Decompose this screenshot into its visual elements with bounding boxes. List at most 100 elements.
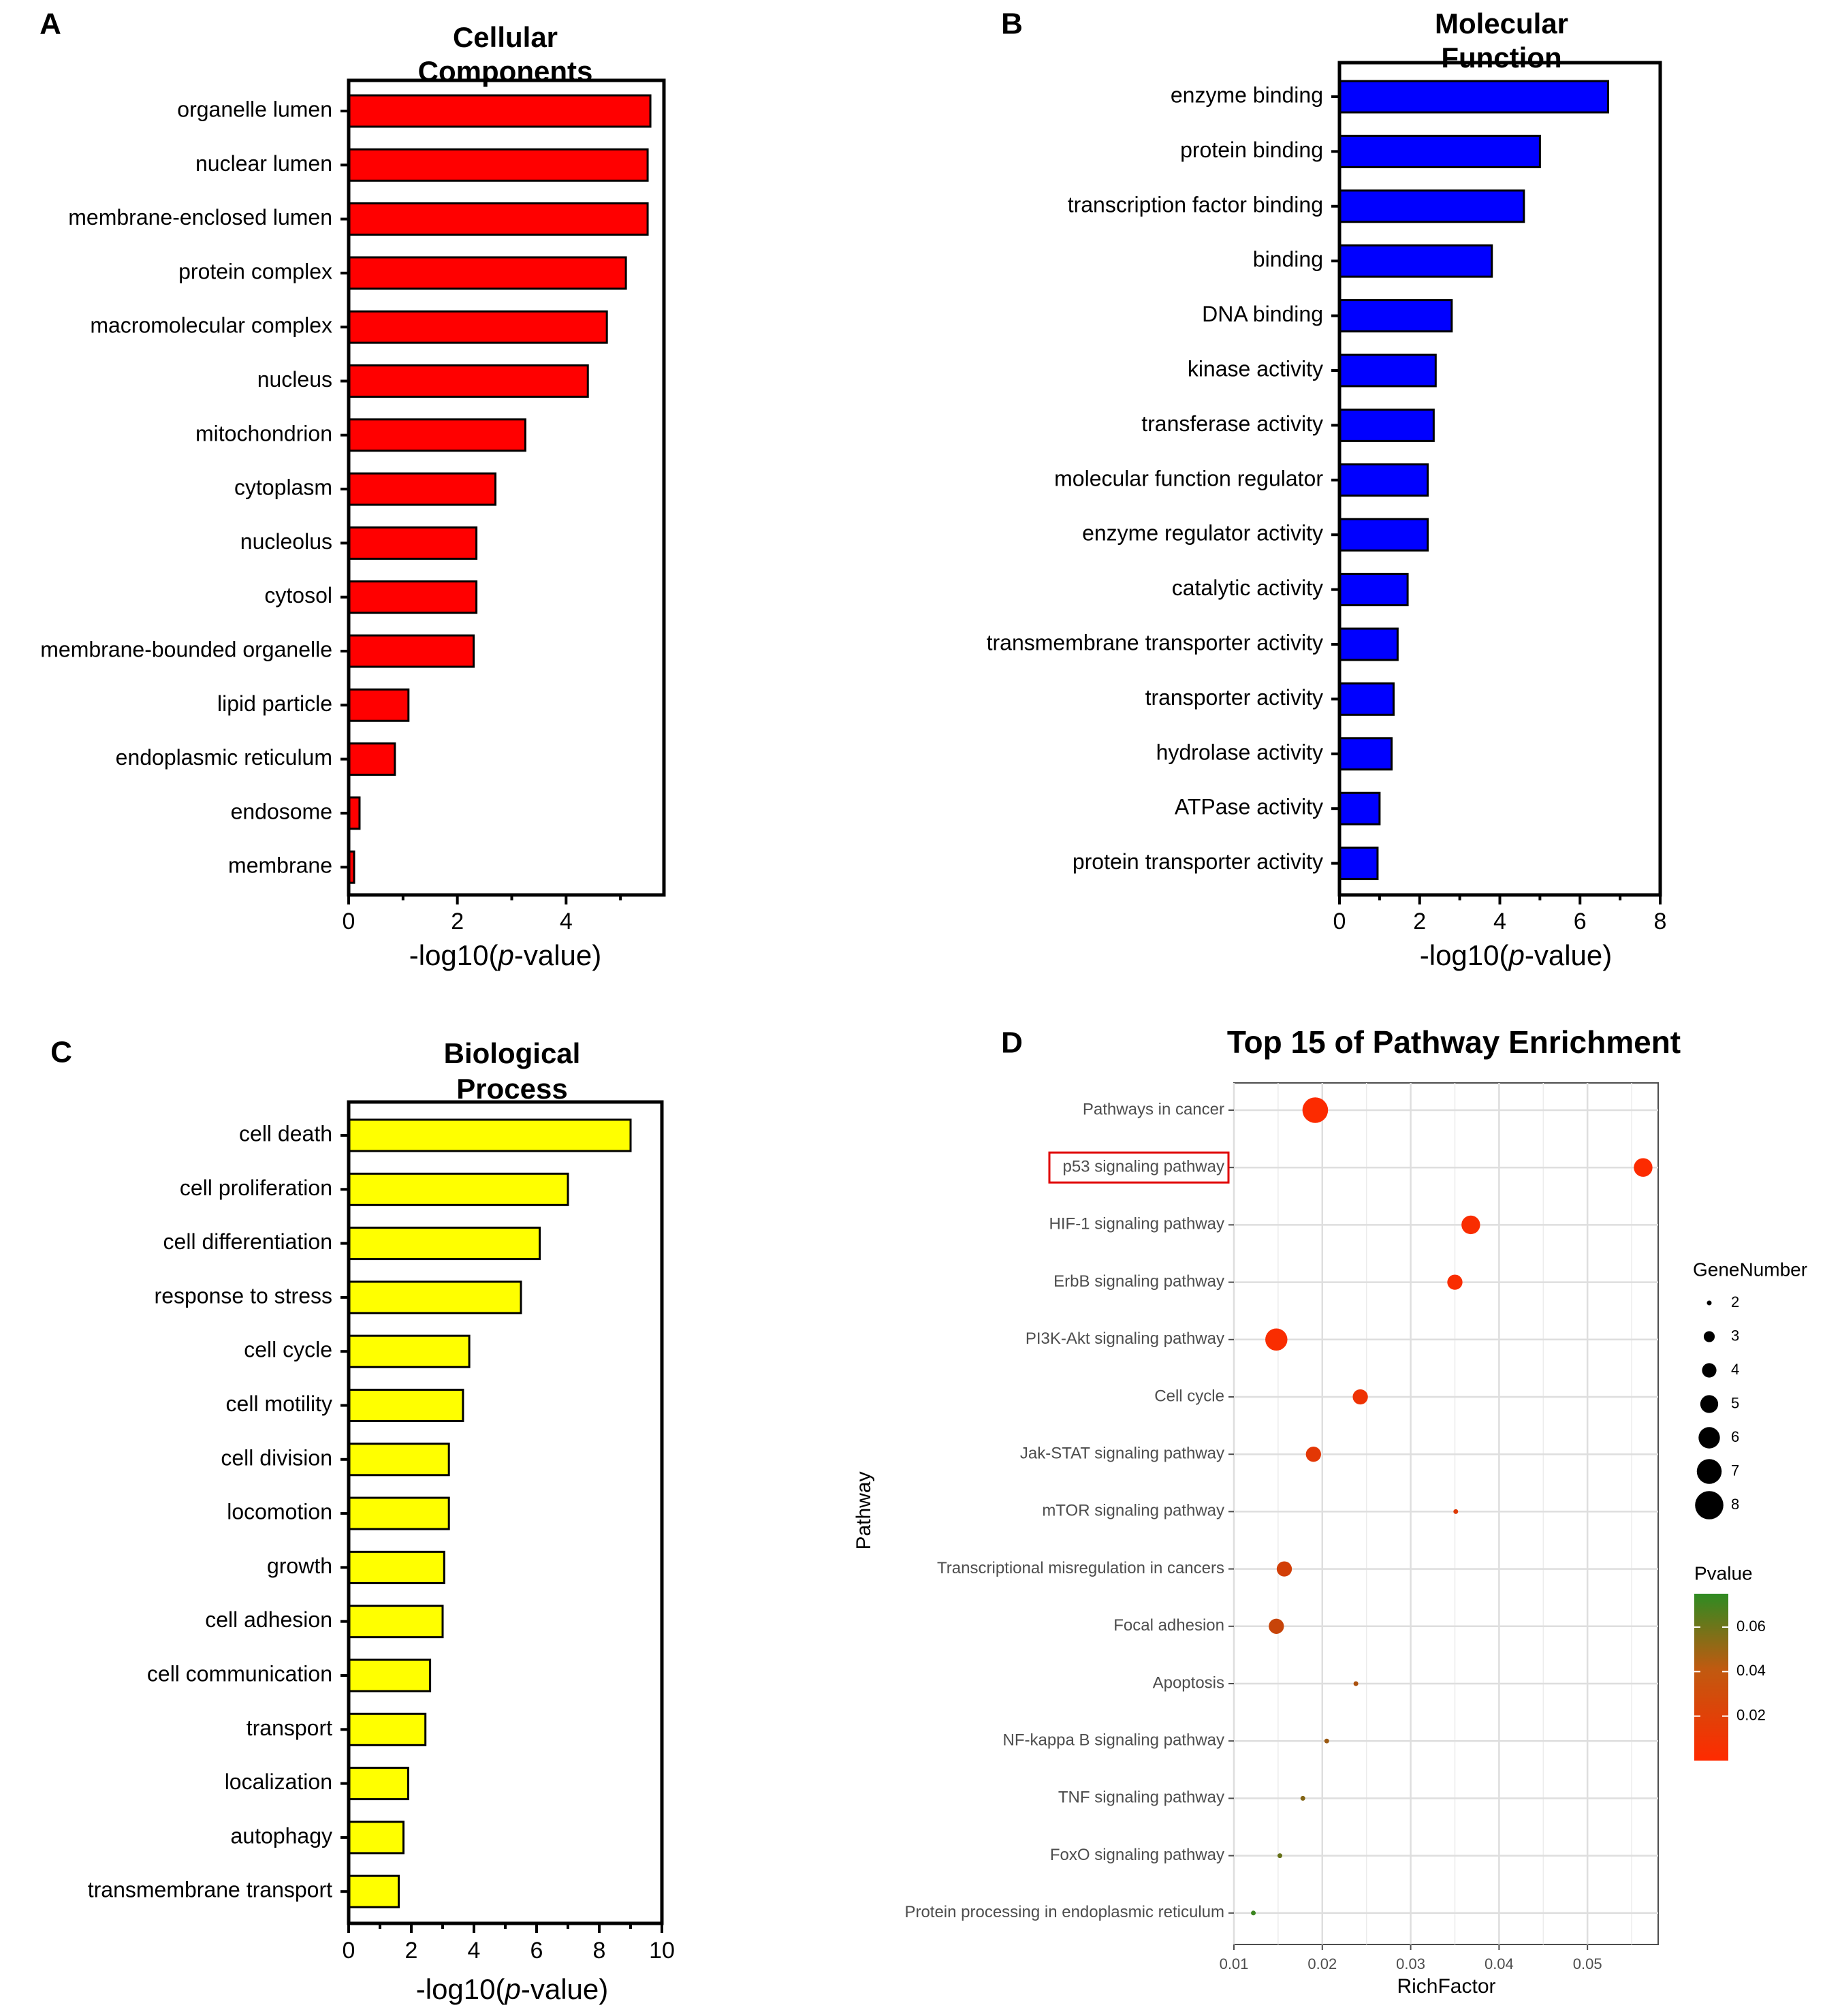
category-label: autophagy bbox=[231, 1823, 332, 1848]
x-tick-label: 0.02 bbox=[1307, 1955, 1337, 1972]
size-legend-label: 3 bbox=[1731, 1327, 1739, 1344]
chart-title-line: Biological bbox=[444, 1037, 581, 1069]
bar bbox=[347, 580, 478, 614]
size-legend-label: 7 bbox=[1731, 1462, 1739, 1479]
category-label: endoplasmic reticulum bbox=[116, 745, 332, 770]
category-label: nuclear lumen bbox=[195, 151, 332, 176]
data-point bbox=[1447, 1274, 1463, 1290]
x-tick-label: 0 bbox=[343, 909, 355, 934]
x-tick-label: 0.03 bbox=[1396, 1955, 1425, 1972]
size-legend-label: 6 bbox=[1731, 1428, 1739, 1445]
pathway-label: mTOR signaling pathway bbox=[1042, 1502, 1224, 1520]
bar bbox=[347, 1550, 445, 1584]
size-legend-dot bbox=[1696, 1459, 1722, 1484]
bar bbox=[347, 1389, 464, 1422]
size-legend-title: GeneNumber bbox=[1693, 1259, 1807, 1280]
bar bbox=[347, 1821, 404, 1855]
chart-title-line: Components bbox=[418, 55, 593, 87]
data-point bbox=[1324, 1738, 1329, 1744]
bar bbox=[347, 688, 410, 722]
chart-title: Top 15 of Pathway Enrichment bbox=[1227, 1024, 1681, 1060]
category-label: membrane-bounded organelle bbox=[40, 637, 332, 661]
bar bbox=[347, 148, 649, 182]
data-point bbox=[1634, 1158, 1653, 1177]
bar bbox=[347, 1172, 569, 1206]
pathway-label: Focal adhesion bbox=[1113, 1616, 1224, 1635]
category-label: transcription factor binding bbox=[1068, 192, 1323, 217]
x-axis-label: RichFactor bbox=[1397, 1975, 1495, 1998]
data-point bbox=[1265, 1328, 1288, 1351]
category-label: organelle lumen bbox=[177, 97, 332, 121]
category-label: cell adhesion bbox=[205, 1607, 332, 1632]
data-point bbox=[1302, 1097, 1329, 1123]
category-label: enzyme binding bbox=[1171, 82, 1323, 107]
y-axis-label: Pathway bbox=[853, 1471, 875, 1549]
pathway-label: Cell cycle bbox=[1154, 1387, 1224, 1405]
category-label: ATPase activity bbox=[1175, 795, 1323, 819]
size-legend-dot bbox=[1703, 1331, 1715, 1342]
x-tick-label: 4 bbox=[1493, 909, 1506, 934]
category-label: cytoplasm bbox=[234, 475, 332, 500]
bar bbox=[1338, 791, 1381, 825]
x-tick-label: 0 bbox=[1333, 909, 1346, 934]
size-legend-dot bbox=[1700, 1395, 1719, 1413]
category-label: binding bbox=[1253, 247, 1323, 272]
bar bbox=[347, 634, 475, 668]
x-tick-label: 6 bbox=[1574, 909, 1587, 934]
color-legend-label: 0.02 bbox=[1736, 1706, 1766, 1723]
bar bbox=[347, 1767, 409, 1801]
pathway-label: PI3K-Akt signaling pathway bbox=[1026, 1329, 1224, 1348]
color-bar bbox=[1694, 1594, 1728, 1761]
x-axis-label-part: -log10( bbox=[416, 1973, 505, 2005]
size-legend-label: 5 bbox=[1731, 1394, 1739, 1411]
size-legend-dot bbox=[1707, 1300, 1712, 1306]
bar bbox=[1338, 518, 1429, 552]
x-tick-label: 2 bbox=[451, 909, 464, 934]
bar bbox=[1338, 847, 1379, 881]
category-label: kinase activity bbox=[1188, 356, 1323, 381]
category-label: protein binding bbox=[1180, 138, 1323, 162]
category-label: mitochondrion bbox=[195, 421, 332, 445]
bar bbox=[347, 1227, 541, 1261]
bar bbox=[1338, 408, 1435, 442]
category-label: cell motility bbox=[226, 1391, 332, 1416]
x-axis-label-part: p bbox=[497, 939, 514, 971]
category-label: protein complex bbox=[178, 259, 332, 283]
bar bbox=[347, 364, 589, 398]
category-label: macromolecular complex bbox=[90, 313, 332, 338]
data-point bbox=[1251, 1910, 1256, 1916]
category-label: protein transporter activity bbox=[1073, 849, 1323, 874]
panel-label: C bbox=[50, 1036, 72, 1069]
x-tick-label: 4 bbox=[468, 1938, 481, 1964]
bar bbox=[1338, 244, 1493, 278]
data-point bbox=[1276, 1561, 1292, 1577]
bar bbox=[1338, 189, 1525, 223]
x-axis-label-part: p bbox=[1508, 939, 1525, 971]
category-label: cytosol bbox=[264, 583, 332, 608]
pathway-label: Transcriptional misregulation in cancers bbox=[937, 1559, 1224, 1577]
bar bbox=[347, 1712, 427, 1746]
chart-title-line: Cellular bbox=[453, 21, 558, 53]
category-label: membrane-enclosed lumen bbox=[68, 205, 332, 230]
bar bbox=[347, 418, 526, 452]
plot-area bbox=[1233, 1082, 1659, 1945]
data-point bbox=[1461, 1215, 1480, 1235]
data-point bbox=[1269, 1618, 1284, 1634]
color-legend-label: 0.04 bbox=[1736, 1662, 1766, 1679]
size-legend-label: 2 bbox=[1731, 1293, 1739, 1310]
category-label: cell communication bbox=[147, 1661, 332, 1686]
chart-title-line: Molecular bbox=[1435, 7, 1568, 40]
category-label: nucleolus bbox=[240, 529, 332, 554]
bar bbox=[347, 310, 608, 344]
data-point bbox=[1352, 1389, 1368, 1405]
category-label: DNA binding bbox=[1202, 302, 1323, 326]
panel-C: C Biological Process cell death cell prolife… bbox=[50, 1036, 675, 2005]
bar bbox=[1338, 627, 1399, 661]
pathway-label: HIF-1 signaling pathway bbox=[1049, 1215, 1224, 1233]
category-label: nucleus bbox=[257, 367, 332, 392]
x-tick-label: 2 bbox=[405, 1938, 418, 1964]
bar bbox=[347, 1496, 450, 1530]
category-label: catalytic activity bbox=[1172, 576, 1323, 600]
